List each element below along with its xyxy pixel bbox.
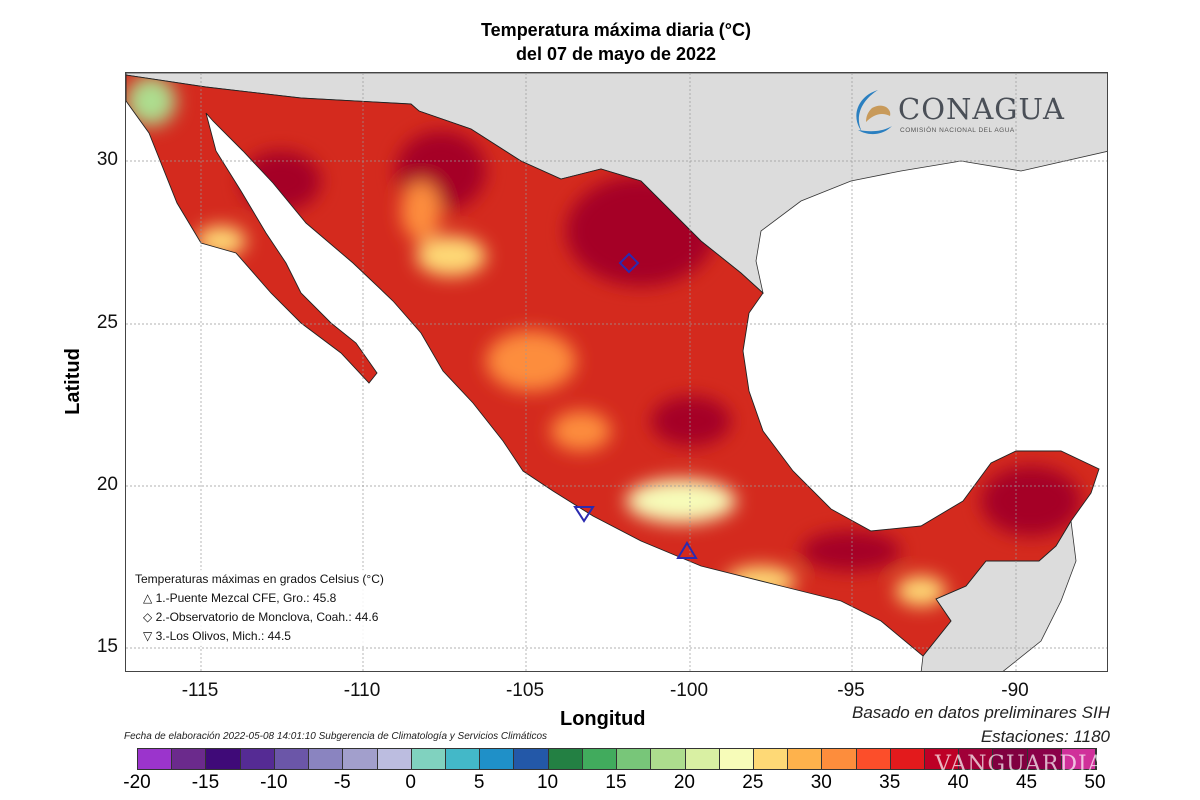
colorbar-label: 5 [473,772,485,793]
data-source-note: Basado en datos preliminares SIH [852,703,1110,722]
colorbar-label: 0 [405,772,416,793]
colorbar-bin [480,749,515,769]
colorbar-bin [172,749,207,769]
title-line-1: Temperatura máxima diaria (°C) [481,20,751,40]
colorbar-bin [309,749,344,769]
map-svg [126,73,1107,671]
x-tick: -105 [505,680,545,701]
colorbar-label: 40 [947,772,969,793]
map-area [125,72,1108,672]
x-tick: -110 [343,680,381,701]
colorbar-label: 25 [742,772,764,793]
x-tick: -100 [669,680,709,701]
colorbar-label: 30 [810,772,832,793]
colorbar-label: -10 [260,772,288,793]
legend-label: 1.-Puente Mezcal CFE, Gro.: 45.8 [155,591,337,605]
colorbar-bin [206,749,241,769]
colorbar-label: 45 [1015,772,1038,793]
y-axis-label: Latitud [61,348,84,415]
colorbar-bin [377,749,412,769]
colorbar-bin [890,749,926,769]
y-tick: 25 [96,312,118,333]
colorbar-bin [445,749,481,769]
colorbar-bin [617,749,652,769]
triangle-up-marker [676,541,698,559]
chart-title: Temperatura máxima diaria (°C) del 07 de… [0,18,1200,66]
y-tick: 30 [96,149,118,170]
logo-text: CONAGUA [898,92,1065,126]
colorbar-bin [959,749,994,769]
x-tick: -115 [181,680,219,701]
colorbar-bin [753,749,789,769]
x-axis-label: Longitud [560,708,646,730]
colorbar-bin [240,749,275,769]
legend-item-1: △ 1.-Puente Mezcal CFE, Gro.: 45.8 [135,589,384,608]
colorbar-label: -5 [333,772,351,793]
diamond-marker [618,252,640,274]
conagua-logo: CONAGUA COMISIÓN NACIONAL DEL AGUA [848,86,1064,143]
colorbar-bin [343,749,378,769]
colorbar-bin [685,749,720,769]
colorbar-bin [1027,749,1062,769]
colorbar-bin [822,749,857,769]
colorbar-bin [651,749,686,769]
colorbar-label: 50 [1084,772,1106,793]
legend-item-2: ◇ 2.-Observatorio de Monclova, Coah.: 44… [135,608,384,627]
y-tick: 20 [96,474,118,495]
legend-item-3: ▽ 3.-Los Olivos, Mich.: 44.5 [135,627,384,646]
station-count: Estaciones: 1180 [980,727,1110,746]
watermark: VANGUARDIA [935,752,1105,777]
colorbar-bin [719,749,754,769]
colorbar-label: 10 [536,772,559,793]
x-tick: -95 [837,680,865,701]
triangle-up-icon: △ [143,591,153,605]
conagua-logo-icon [856,90,892,135]
colorbar-bin [925,749,960,769]
legend-label: 3.-Los Olivos, Mich.: 44.5 [155,629,291,643]
colorbar-label: 35 [879,772,901,793]
colorbar-label: 20 [673,772,695,793]
colorbar-bin [274,749,310,769]
triangle-down-icon: ▽ [143,629,153,643]
colorbar-bin [993,749,1028,769]
colorbar-bin [548,749,583,769]
temperature-field [126,76,1081,606]
colorbar-bin [138,749,173,769]
y-tick: 15 [96,636,118,657]
colorbar-label: -15 [191,772,220,793]
colorbar-label: -20 [123,772,151,793]
colorbar-bin [411,749,446,769]
colorbar-bin [514,749,549,769]
legend-label: 2.-Observatorio de Monclova, Coah.: 44.6 [155,610,379,624]
diamond-icon: ◇ [143,610,153,624]
title-line-2: del 07 de mayo de 2022 [515,44,717,64]
elaboration-date: Fecha de elaboración 2022-05-08 14:01:10… [124,731,548,742]
colorbar-bin [788,749,823,769]
colorbar [137,748,1097,770]
colorbar-bin [582,749,618,769]
triangle-down-marker [573,506,595,523]
logo-subtitle: COMISIÓN NACIONAL DEL AGUA [900,127,1015,134]
colorbar-bin [1061,749,1097,769]
station-legend: Temperaturas máximas en grados Celsius (… [135,570,384,646]
x-tick: -90 [1001,680,1029,701]
colorbar-bin [856,749,891,769]
colorbar-label: 15 [605,772,627,793]
legend-title: Temperaturas máximas en grados Celsius (… [135,572,384,586]
